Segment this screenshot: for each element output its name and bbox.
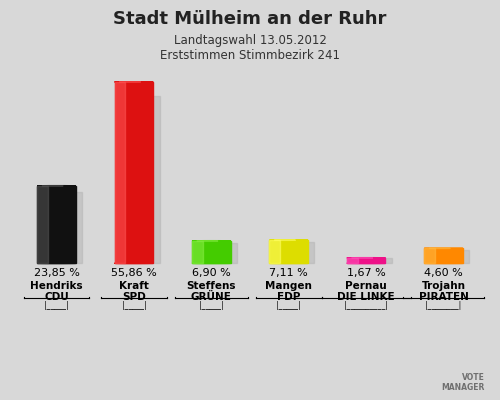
Text: |_____|: |_____|	[199, 301, 224, 310]
Ellipse shape	[270, 263, 308, 264]
Bar	[347, 258, 386, 263]
Text: GRÜNE: GRÜNE	[191, 292, 232, 302]
Text: Erststimmen Stimmbezirk 241: Erststimmen Stimmbezirk 241	[160, 49, 340, 62]
Text: CDU: CDU	[44, 292, 69, 302]
Text: 7,11 %: 7,11 %	[270, 268, 308, 278]
Text: |__________|: |__________|	[344, 301, 388, 310]
Text: Mangen: Mangen	[266, 281, 312, 291]
Bar	[424, 248, 463, 263]
Text: DIE LINKE: DIE LINKE	[338, 292, 395, 302]
Text: VOTE
MANAGER: VOTE MANAGER	[442, 373, 485, 392]
Bar	[192, 241, 230, 263]
Polygon shape	[50, 192, 82, 263]
Polygon shape	[282, 242, 314, 263]
Bar	[347, 258, 358, 263]
Bar	[37, 186, 76, 263]
Text: |_____|: |_____|	[44, 301, 69, 310]
Ellipse shape	[192, 263, 230, 264]
Text: SPD: SPD	[122, 292, 146, 302]
Bar	[114, 82, 126, 263]
Bar	[270, 240, 308, 263]
Polygon shape	[204, 243, 237, 263]
Text: 23,85 %: 23,85 %	[34, 268, 80, 278]
Text: 55,86 %: 55,86 %	[111, 268, 156, 278]
Text: Landtagswahl 13.05.2012: Landtagswahl 13.05.2012	[174, 34, 326, 47]
Text: Kraft: Kraft	[119, 281, 149, 291]
Text: PIRATEN: PIRATEN	[418, 292, 469, 302]
Text: Steffens: Steffens	[186, 281, 236, 291]
Ellipse shape	[37, 263, 76, 264]
Text: Stadt Mülheim an der Ruhr: Stadt Mülheim an der Ruhr	[114, 10, 386, 28]
Text: Pernau: Pernau	[346, 281, 387, 291]
Bar	[192, 241, 203, 263]
Text: 4,60 %: 4,60 %	[424, 268, 463, 278]
Bar	[114, 82, 153, 263]
Bar	[270, 240, 280, 263]
Polygon shape	[126, 96, 160, 263]
Polygon shape	[436, 250, 470, 263]
Polygon shape	[359, 258, 392, 263]
Bar	[37, 186, 48, 263]
Text: FDP: FDP	[277, 292, 300, 302]
Text: |_____|: |_____|	[122, 301, 146, 310]
Text: |_____|: |_____|	[276, 301, 301, 310]
Ellipse shape	[114, 263, 153, 264]
Text: 1,67 %: 1,67 %	[347, 268, 386, 278]
Ellipse shape	[424, 263, 463, 264]
Text: 6,90 %: 6,90 %	[192, 268, 230, 278]
Text: |________|: |________|	[426, 301, 462, 310]
Text: Hendriks: Hendriks	[30, 281, 83, 291]
Ellipse shape	[347, 263, 386, 264]
Text: Trojahn: Trojahn	[422, 281, 466, 291]
Bar	[424, 248, 435, 263]
